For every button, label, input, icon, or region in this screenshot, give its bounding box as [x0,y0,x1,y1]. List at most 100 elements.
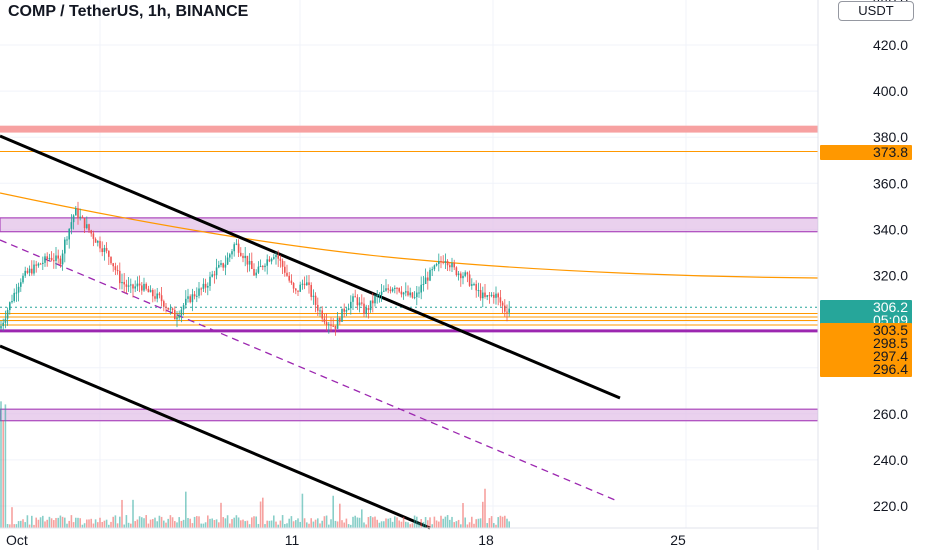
volume-bar [147,523,150,528]
candle-body [270,258,273,262]
candle-body [290,280,293,284]
volume-bar [383,521,385,528]
volume-bar [257,523,260,528]
candle-body [211,274,213,277]
volume-bar [451,516,453,528]
volume-bar [409,524,411,528]
volume-bar [317,518,319,528]
x-tick-label: 11 [285,532,300,548]
candle-body [97,240,99,243]
volume-bar [185,491,187,528]
volume-bar [482,501,484,528]
volume-bar [9,524,11,528]
candle-body [365,307,367,314]
volume-bar [242,519,244,528]
candle-body [202,283,205,289]
candle-body [182,305,185,310]
price-label-text: 303.5 [873,322,908,338]
price-label-box [820,362,912,377]
candle-body [446,260,449,266]
candle-body [0,326,2,329]
volume-bar [431,524,433,528]
candle-body [218,264,220,268]
price-label-text: 306.2 [873,299,908,315]
volume-bar [389,517,392,528]
y-tick-label: 400.0 [873,83,908,99]
volume-bar [310,518,312,528]
volume-bar [365,524,367,528]
candle-body [28,268,31,273]
price-label-box [820,323,912,338]
volume-bar [31,515,33,528]
candle-body [288,275,290,281]
candle-body [416,292,418,298]
candle-body [160,295,163,302]
candle-body [424,277,427,285]
candle-body [31,268,33,274]
currency-unit-button[interactable]: USDT [838,1,914,21]
volume-bar [207,515,209,528]
volume-bar [449,519,451,528]
volume-bar [226,515,229,528]
volume-bar [273,515,275,528]
volume-bar [378,522,381,528]
candle-body [301,283,304,285]
volume-bar [37,519,40,528]
candle-body [321,310,323,319]
candle-body [284,266,286,273]
candle-body [336,318,339,329]
candle-body [53,260,55,262]
candle-body [332,325,334,327]
candle-body [57,255,59,259]
volume-bar [231,519,233,528]
volume-bar [152,519,154,528]
volume-bar [59,515,62,528]
volume-bar [504,515,506,528]
volume-bar [460,524,462,528]
candle-body [453,263,455,268]
volume-bar [281,515,284,528]
candle-body [121,281,123,284]
candle-body [77,208,79,219]
volume-bar [64,517,66,528]
candle-body [17,286,20,293]
volume-bar [57,517,59,528]
candle-body [141,285,143,291]
volume-bar [484,488,486,528]
candle-body [341,308,343,322]
volume-bar [319,523,321,528]
volume-bar [367,517,370,528]
candle-body [193,294,196,297]
volume-bar [22,519,24,528]
candle-body [286,272,288,276]
candle-body [255,272,257,276]
candle-body [295,288,297,291]
candle-body [504,305,506,312]
volume-bar [112,516,114,528]
volume-bar [275,521,277,528]
candle-body [204,283,207,288]
candle-body [176,317,178,320]
volume-bar [297,518,299,528]
volume-bar [44,521,46,528]
volume-bar [332,495,334,528]
volume-bar [330,519,332,528]
candle-body [198,288,200,296]
volume-bar [35,517,37,528]
volume-bar [347,524,350,528]
volume-bar [209,518,211,528]
volume-bar [356,517,359,528]
candle-body [508,308,510,313]
purple-zone [0,217,819,233]
candle-body [235,243,238,245]
volume-bar [156,521,158,528]
volume-bar [105,519,108,528]
candle-body [482,292,484,299]
volume-bar [429,517,431,528]
candle-body [418,292,420,294]
candle-body [145,283,147,289]
volume-bar [130,523,132,528]
volume-bar [77,517,79,528]
